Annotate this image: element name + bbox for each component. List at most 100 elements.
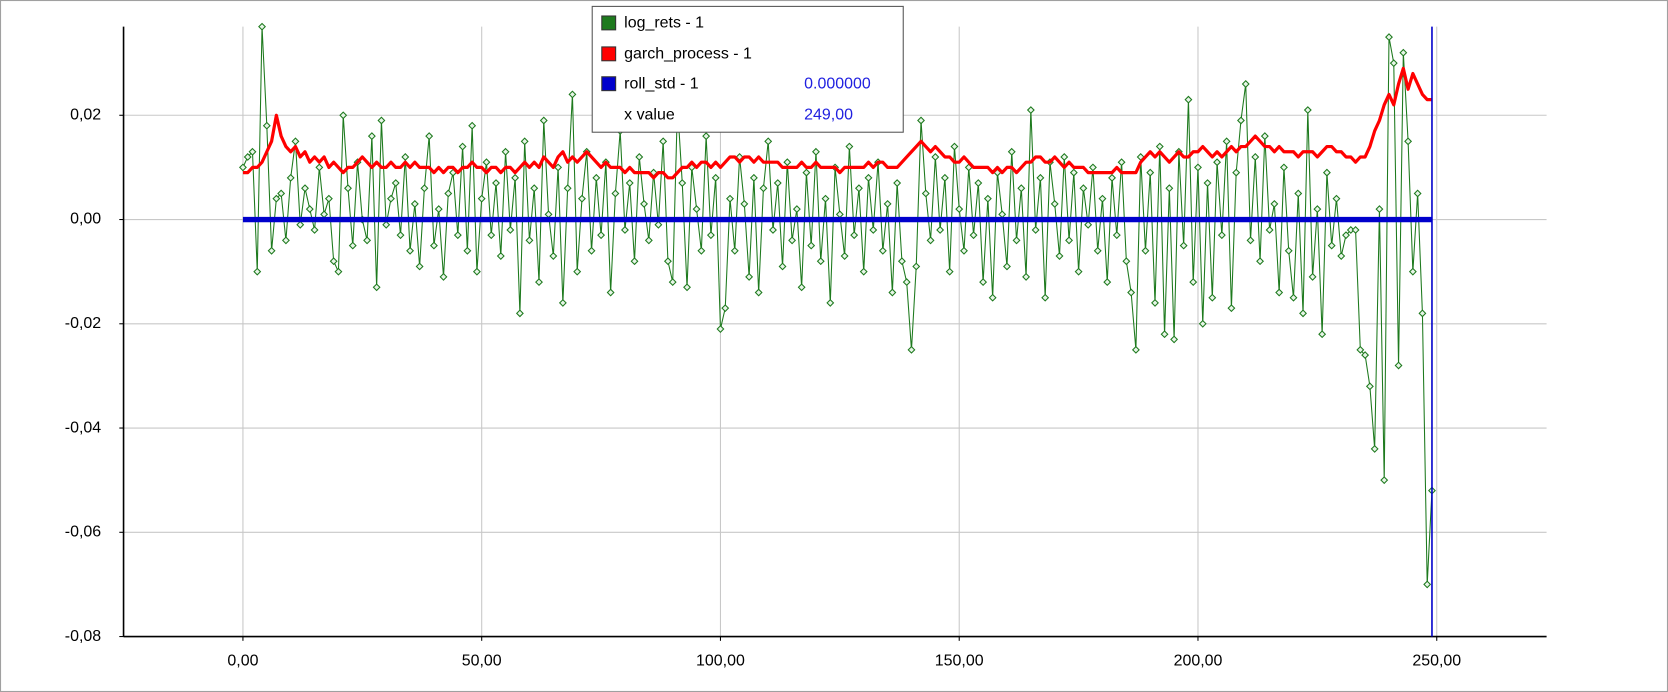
data-point (1299, 309, 1307, 318)
x-tick-label: 0,00 (227, 652, 258, 669)
data-point (1117, 158, 1126, 167)
data-point (387, 194, 395, 203)
data-point (587, 246, 596, 255)
data-point (883, 199, 892, 208)
data-point (458, 142, 467, 151)
data-point (1026, 106, 1035, 115)
data-point (1031, 226, 1040, 234)
data-point (797, 283, 806, 292)
data-point (310, 226, 319, 234)
data-point (1342, 231, 1350, 240)
data-point (983, 194, 992, 203)
data-point (372, 283, 381, 292)
data-point (635, 153, 644, 161)
legend-box (591, 5, 904, 133)
data-point (391, 179, 400, 187)
data-point (463, 246, 472, 255)
data-point (1318, 330, 1327, 339)
data-point (721, 304, 730, 313)
data-point (1189, 278, 1198, 287)
data-point (410, 199, 419, 208)
data-point (625, 179, 634, 187)
data-point (893, 179, 902, 187)
data-point (931, 153, 940, 161)
data-point (1127, 288, 1136, 297)
data-point (1203, 179, 1212, 187)
data-point (348, 241, 357, 250)
y-tick-label: -0,04 (65, 419, 101, 436)
data-point (1375, 205, 1384, 214)
x-tick-label: 50,00 (462, 652, 502, 669)
data-point (854, 184, 863, 193)
data-point (296, 220, 305, 229)
data-point (496, 252, 505, 260)
data-point (1385, 33, 1393, 42)
data-point (850, 231, 859, 240)
data-point (1361, 351, 1370, 360)
data-point (539, 116, 548, 125)
data-point (444, 189, 453, 198)
data-point (1313, 205, 1322, 214)
data-point (520, 137, 529, 146)
data-point (1279, 163, 1288, 172)
data-point (1404, 137, 1413, 146)
data-point (262, 121, 271, 130)
y-tick-label: 0,02 (70, 106, 101, 123)
data-point (878, 246, 887, 255)
data-point (563, 184, 572, 193)
data-point (630, 257, 639, 266)
data-point (1146, 168, 1155, 177)
data-point (988, 293, 997, 302)
data-point (778, 262, 787, 271)
data-point (663, 257, 672, 266)
y-tick-label: -0,02 (65, 315, 101, 332)
data-point (1093, 246, 1102, 255)
data-point (812, 147, 820, 156)
data-point (401, 153, 410, 161)
data-point (788, 236, 797, 245)
data-point (859, 267, 868, 276)
legend-x-value: 249,00 (804, 106, 853, 123)
data-point (678, 179, 687, 187)
data-point (659, 137, 668, 146)
legend-x-label: x value (624, 106, 675, 123)
data-point (420, 184, 429, 193)
data-point (1275, 288, 1284, 297)
data-point (749, 173, 758, 182)
data-point (1394, 361, 1403, 370)
data-point (706, 231, 715, 240)
data-point (783, 158, 792, 167)
data-point (406, 246, 415, 255)
data-point (425, 132, 434, 141)
data-point (1413, 189, 1422, 198)
data-point (1217, 231, 1226, 240)
data-point (802, 168, 811, 177)
data-point (1284, 246, 1293, 255)
data-point (487, 231, 496, 240)
legend-label: roll_std - 1 (624, 75, 699, 92)
data-point (305, 205, 314, 214)
data-point (1131, 345, 1140, 354)
data-point (253, 267, 262, 276)
y-tick-label: -0,08 (65, 628, 101, 645)
data-point (1208, 293, 1217, 302)
data-point (1060, 153, 1069, 161)
data-point (1213, 158, 1222, 167)
data-point (301, 184, 309, 193)
data-point (258, 22, 266, 31)
data-point (1389, 59, 1398, 68)
data-point (597, 231, 606, 240)
data-point (281, 236, 290, 245)
data-point (1055, 252, 1064, 260)
data-point (912, 262, 921, 271)
data-point (1370, 444, 1379, 453)
data-point (1155, 142, 1164, 151)
data-point (754, 288, 763, 297)
data-point (1036, 173, 1045, 182)
data-point (807, 241, 816, 250)
data-point (367, 132, 376, 141)
x-tick-label: 250,00 (1412, 652, 1461, 669)
data-point (936, 226, 945, 234)
data-point (382, 220, 391, 229)
data-point (654, 220, 663, 229)
